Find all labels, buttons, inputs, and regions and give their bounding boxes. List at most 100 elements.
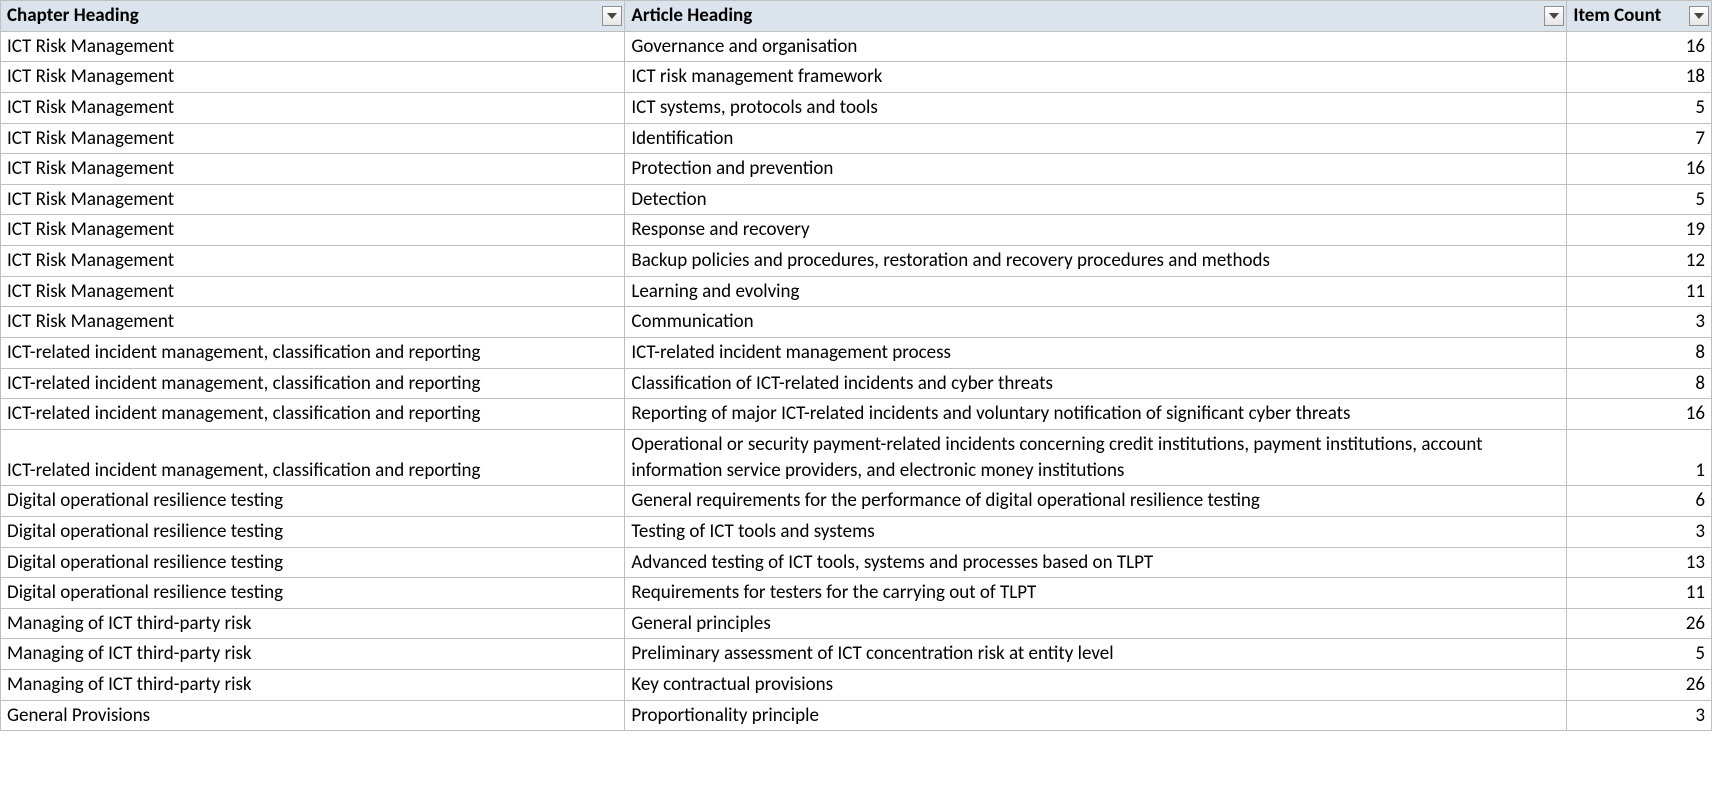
cell-chapter: Managing of ICT third-party risk: [1, 639, 625, 670]
col-header-label: Article Heading: [631, 4, 752, 27]
cell-article: Response and recovery: [625, 215, 1567, 246]
dropdown-icon: [607, 13, 617, 19]
cell-article: Testing of ICT tools and systems: [625, 516, 1567, 547]
cell-count: 16: [1567, 154, 1712, 185]
table-row: General ProvisionsProportionality princi…: [1, 700, 1712, 731]
cell-article: Governance and organisation: [625, 31, 1567, 62]
cell-count: 8: [1567, 338, 1712, 369]
col-header-label: Chapter Heading: [7, 4, 139, 27]
cell-count: 5: [1567, 184, 1712, 215]
table-row: ICT Risk ManagementResponse and recovery…: [1, 215, 1712, 246]
cell-chapter: ICT Risk Management: [1, 154, 625, 185]
cell-chapter: Managing of ICT third-party risk: [1, 608, 625, 639]
cell-count: 11: [1567, 578, 1712, 609]
cell-article: Detection: [625, 184, 1567, 215]
cell-chapter: General Provisions: [1, 700, 625, 731]
dropdown-icon: [1549, 13, 1559, 19]
cell-count: 19: [1567, 215, 1712, 246]
cell-count: 16: [1567, 399, 1712, 430]
cell-article: Backup policies and procedures, restorat…: [625, 246, 1567, 277]
cell-article: Reporting of major ICT-related incidents…: [625, 399, 1567, 430]
table-row: ICT Risk ManagementICT systems, protocol…: [1, 92, 1712, 123]
cell-article: Communication: [625, 307, 1567, 338]
table-row: ICT Risk ManagementProtection and preven…: [1, 154, 1712, 185]
table-row: ICT Risk ManagementCommunication3: [1, 307, 1712, 338]
table-row: ICT Risk ManagementLearning and evolving…: [1, 276, 1712, 307]
cell-article: Identification: [625, 123, 1567, 154]
table-row: ICT Risk ManagementIdentification7: [1, 123, 1712, 154]
header-row: Chapter Heading Article Heading Item Cou…: [1, 1, 1712, 32]
cell-article: Key contractual provisions: [625, 670, 1567, 701]
table-row: ICT-related incident management, classif…: [1, 338, 1712, 369]
cell-count: 26: [1567, 608, 1712, 639]
cell-article: Operational or security payment-related …: [625, 429, 1567, 485]
cell-article: General principles: [625, 608, 1567, 639]
data-table: Chapter Heading Article Heading Item Cou…: [0, 0, 1712, 731]
cell-count: 18: [1567, 62, 1712, 93]
table-row: Digital operational resilience testingTe…: [1, 516, 1712, 547]
cell-count: 5: [1567, 639, 1712, 670]
cell-chapter: ICT-related incident management, classif…: [1, 338, 625, 369]
cell-chapter: ICT Risk Management: [1, 307, 625, 338]
cell-chapter: ICT Risk Management: [1, 123, 625, 154]
cell-article: Protection and prevention: [625, 154, 1567, 185]
cell-article: Learning and evolving: [625, 276, 1567, 307]
cell-chapter: ICT Risk Management: [1, 62, 625, 93]
cell-chapter: ICT-related incident management, classif…: [1, 399, 625, 430]
cell-chapter: ICT Risk Management: [1, 246, 625, 277]
cell-article: Proportionality principle: [625, 700, 1567, 731]
col-header-chapter: Chapter Heading: [1, 1, 625, 32]
cell-count: 1: [1567, 429, 1712, 485]
filter-button-article[interactable]: [1544, 6, 1564, 26]
cell-article: Requirements for testers for the carryin…: [625, 578, 1567, 609]
cell-chapter: ICT-related incident management, classif…: [1, 368, 625, 399]
cell-article: Preliminary assessment of ICT concentrat…: [625, 639, 1567, 670]
cell-chapter: ICT Risk Management: [1, 276, 625, 307]
cell-chapter: Digital operational resilience testing: [1, 547, 625, 578]
table-row: ICT Risk ManagementDetection5: [1, 184, 1712, 215]
table-row: ICT-related incident management, classif…: [1, 368, 1712, 399]
cell-count: 3: [1567, 516, 1712, 547]
col-header-article: Article Heading: [625, 1, 1567, 32]
cell-chapter: Managing of ICT third-party risk: [1, 670, 625, 701]
table-row: Digital operational resilience testingAd…: [1, 547, 1712, 578]
col-header-count: Item Count: [1567, 1, 1712, 32]
cell-count: 8: [1567, 368, 1712, 399]
cell-count: 3: [1567, 307, 1712, 338]
cell-chapter: Digital operational resilience testing: [1, 486, 625, 517]
cell-count: 5: [1567, 92, 1712, 123]
cell-chapter: ICT Risk Management: [1, 31, 625, 62]
cell-chapter: ICT-related incident management, classif…: [1, 429, 625, 485]
dropdown-icon: [1694, 13, 1704, 19]
cell-article: ICT-related incident management process: [625, 338, 1567, 369]
table-row: Managing of ICT third-party riskPrelimin…: [1, 639, 1712, 670]
cell-chapter: ICT Risk Management: [1, 92, 625, 123]
cell-chapter: Digital operational resilience testing: [1, 578, 625, 609]
cell-count: 7: [1567, 123, 1712, 154]
cell-count: 11: [1567, 276, 1712, 307]
table-row: ICT Risk ManagementGovernance and organi…: [1, 31, 1712, 62]
table-row: ICT-related incident management, classif…: [1, 399, 1712, 430]
table-row: Managing of ICT third-party riskGeneral …: [1, 608, 1712, 639]
cell-count: 16: [1567, 31, 1712, 62]
cell-count: 13: [1567, 547, 1712, 578]
table-row: ICT-related incident management, classif…: [1, 429, 1712, 485]
cell-chapter: ICT Risk Management: [1, 184, 625, 215]
cell-article: General requirements for the performance…: [625, 486, 1567, 517]
table-row: Digital operational resilience testingGe…: [1, 486, 1712, 517]
table-row: ICT Risk ManagementICT risk management f…: [1, 62, 1712, 93]
table-row: ICT Risk ManagementBackup policies and p…: [1, 246, 1712, 277]
cell-count: 12: [1567, 246, 1712, 277]
cell-article: ICT risk management framework: [625, 62, 1567, 93]
cell-article: ICT systems, protocols and tools: [625, 92, 1567, 123]
cell-count: 6: [1567, 486, 1712, 517]
col-header-label: Item Count: [1573, 4, 1661, 27]
filter-button-chapter[interactable]: [602, 6, 622, 26]
cell-article: Advanced testing of ICT tools, systems a…: [625, 547, 1567, 578]
cell-count: 26: [1567, 670, 1712, 701]
table-row: Digital operational resilience testingRe…: [1, 578, 1712, 609]
table-row: Managing of ICT third-party riskKey cont…: [1, 670, 1712, 701]
cell-article: Classification of ICT-related incidents …: [625, 368, 1567, 399]
filter-button-count[interactable]: [1689, 6, 1709, 26]
cell-count: 3: [1567, 700, 1712, 731]
